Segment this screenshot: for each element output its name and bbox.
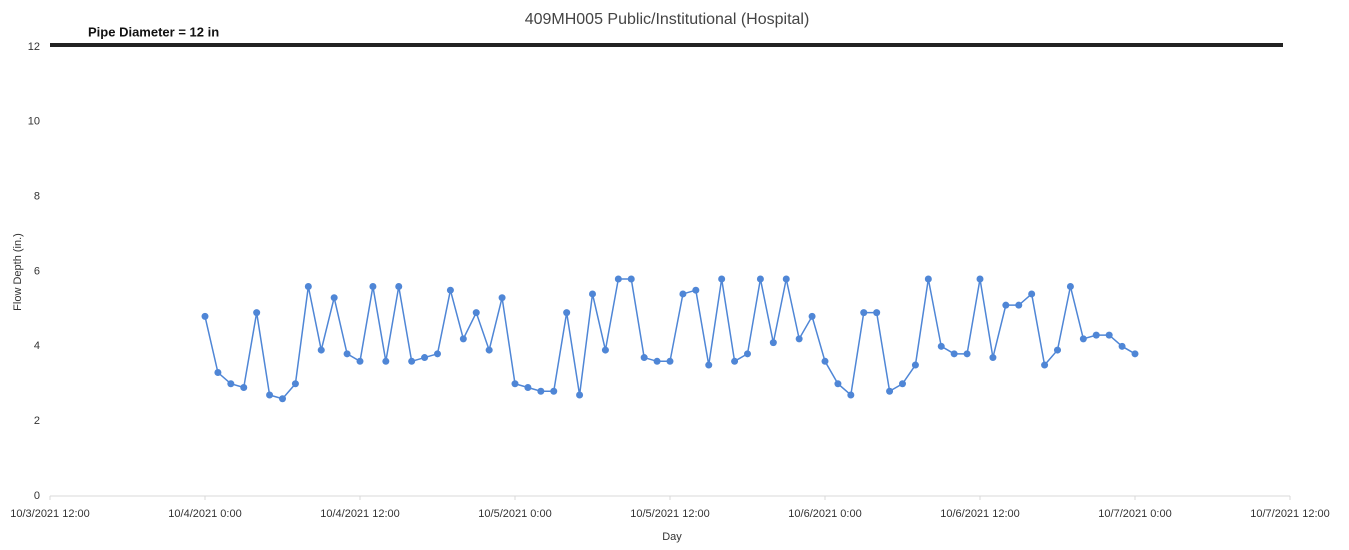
data-point: [576, 391, 584, 399]
data-point: [989, 354, 997, 362]
y-tick-label: 2: [34, 415, 40, 427]
data-point: [343, 350, 351, 358]
data-point: [1092, 331, 1100, 339]
x-tick-label: 10/7/2021 12:00: [1250, 508, 1330, 520]
data-point: [421, 354, 429, 362]
data-point: [1131, 350, 1139, 358]
x-tick-label: 10/5/2021 12:00: [630, 508, 710, 520]
data-point: [1066, 282, 1074, 290]
data-point: [782, 275, 790, 283]
data-point: [330, 294, 338, 302]
data-point: [524, 383, 532, 391]
data-point: [937, 342, 945, 350]
x-tick-label: 10/6/2021 0:00: [788, 508, 861, 520]
data-point: [614, 275, 622, 283]
data-point: [886, 387, 894, 395]
data-point: [563, 309, 571, 317]
data-point: [821, 357, 829, 365]
x-tick-label: 10/5/2021 0:00: [478, 508, 551, 520]
data-line: [204, 278, 1136, 400]
x-tick-label: 10/7/2021 0:00: [1098, 508, 1171, 520]
data-point: [653, 357, 661, 365]
data-point: [1015, 301, 1023, 309]
data-point: [769, 339, 777, 347]
data-point: [1002, 301, 1010, 309]
data-point: [266, 391, 274, 399]
data-point: [291, 380, 299, 388]
data-point: [924, 275, 932, 283]
data-point: [1105, 331, 1113, 339]
y-axis-label: Flow Depth (in.): [12, 233, 24, 311]
data-point: [627, 275, 635, 283]
reference-label: Pipe Diameter = 12 in: [88, 24, 219, 39]
data-point: [911, 361, 919, 369]
data-point: [382, 357, 390, 365]
data-point: [550, 387, 558, 395]
y-tick-label: 8: [34, 191, 40, 203]
data-point: [666, 357, 674, 365]
data-point: [756, 275, 764, 283]
data-point: [950, 350, 958, 358]
x-tick-label: 10/6/2021 12:00: [940, 508, 1020, 520]
data-point: [317, 346, 325, 354]
data-point: [240, 383, 248, 391]
data-point: [459, 335, 467, 343]
data-point: [744, 350, 751, 358]
y-tick-label: 6: [34, 265, 40, 277]
data-point: [279, 395, 286, 403]
y-tick-label: 10: [28, 116, 40, 128]
data-point: [589, 290, 596, 298]
data-point: [679, 290, 687, 298]
x-axis-label: Day: [662, 531, 682, 543]
data-point: [356, 357, 364, 365]
data-point: [434, 350, 441, 358]
data-point: [1118, 342, 1126, 350]
data-point: [705, 361, 713, 369]
y-tick-label: 4: [34, 340, 40, 352]
data-point: [511, 380, 519, 388]
data-point: [795, 335, 803, 343]
data-point: [537, 387, 545, 395]
data-point: [976, 275, 984, 283]
data-point: [446, 286, 454, 294]
data-point: [1028, 290, 1036, 298]
data-point: [731, 357, 739, 365]
chart-title: 409MH005 Public/Institutional (Hospital): [525, 11, 810, 28]
data-point: [214, 369, 222, 377]
data-point: [963, 350, 971, 358]
data-point: [834, 380, 842, 388]
data-point: [201, 312, 209, 320]
data-point: [601, 346, 609, 354]
data-point: [369, 282, 377, 290]
data-point: [1079, 335, 1087, 343]
data-point: [640, 354, 648, 362]
data-point: [227, 380, 235, 388]
data-point: [408, 357, 416, 365]
x-tick-label: 10/3/2021 12:00: [10, 508, 90, 520]
x-tick-label: 10/4/2021 12:00: [320, 508, 400, 520]
y-tick-label: 0: [34, 490, 40, 502]
data-point: [395, 282, 403, 290]
data-point: [472, 309, 480, 317]
y-tick-label: 12: [28, 41, 40, 53]
data-point: [899, 380, 906, 388]
data-point: [860, 309, 868, 317]
data-point: [718, 275, 726, 283]
data-point: [808, 312, 816, 320]
data-point: [1041, 361, 1049, 369]
data-point: [1054, 346, 1061, 354]
data-point: [692, 286, 700, 294]
data-point: [253, 309, 261, 317]
data-point: [498, 294, 506, 302]
data-point: [873, 309, 881, 317]
data-point: [485, 346, 493, 354]
data-point: [304, 282, 312, 290]
x-tick-label: 10/4/2021 0:00: [168, 508, 241, 520]
data-point: [847, 391, 855, 399]
